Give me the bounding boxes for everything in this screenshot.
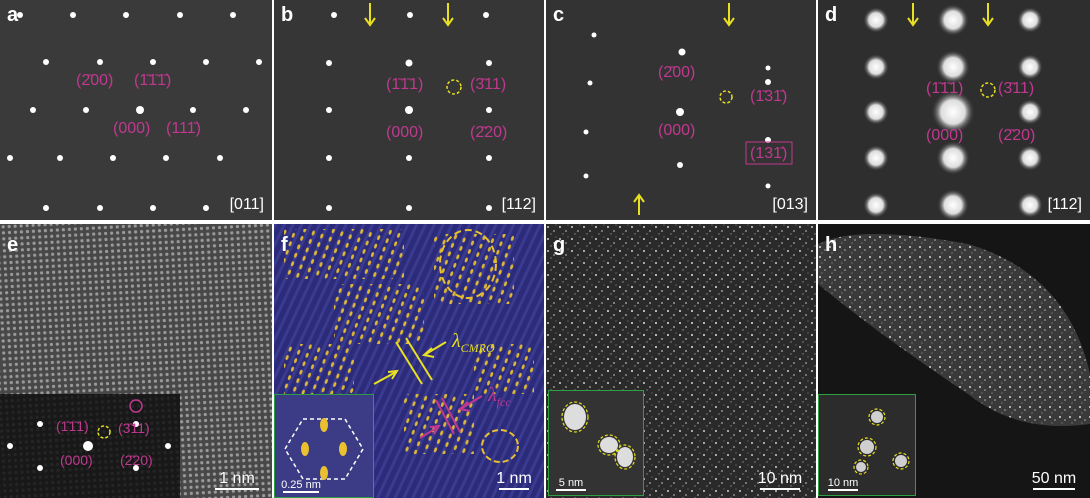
diffraction-pattern-d <box>863 3 1043 220</box>
index-label: (1̄31̄) <box>750 88 788 105</box>
dark-field-image-h <box>818 234 1090 426</box>
inset-nanoparticles <box>853 408 910 475</box>
cmro-region-marker <box>439 229 497 299</box>
index-label: (1̄1̄1̄) <box>134 72 172 89</box>
highlight-circle <box>129 399 143 413</box>
diffraction-pattern-a <box>7 12 262 211</box>
panel-b: b (1̄1̄1) (3̄11) (000) (2̄20) [112] <box>274 0 544 220</box>
index-label: (000) <box>386 124 424 141</box>
panel-f: f λCMRO λfcc 0.25 nm 1 nm <box>274 224 544 498</box>
panel-label: h <box>825 234 838 256</box>
lambda-cmro-subscript: CMRO <box>460 341 495 355</box>
lambda-cmro-label: λCMRO <box>452 330 495 355</box>
scale-bar: 10 nm <box>750 470 810 490</box>
scale-bar-label: 1 nm <box>496 470 532 487</box>
diffraction-pattern-b <box>326 3 492 211</box>
index-label: (2̄00) <box>658 64 696 81</box>
superlattice-spot-marker <box>446 79 462 95</box>
index-label: (2̄00) <box>76 72 114 89</box>
inset-scale-label: 10 nm <box>827 477 859 489</box>
index-label: (2̄20) <box>998 127 1036 144</box>
panel-g: g 5 nm 10 nm <box>546 224 816 498</box>
scale-bar-label: 1 nm <box>219 470 255 487</box>
zone-axis: [013] <box>772 196 808 213</box>
arrow-icon <box>907 3 994 27</box>
arrow-icon <box>419 395 483 439</box>
zone-axis: [112] <box>1047 196 1082 213</box>
scale-bar: 1 nm <box>212 470 262 490</box>
panel-label: d <box>825 4 838 26</box>
panel-label: c <box>553 4 565 26</box>
superlattice-spot-marker <box>719 90 733 104</box>
scale-bar: 1 nm <box>492 470 536 490</box>
index-label: (1̄1̄1) <box>926 80 964 97</box>
inset-scale-bar: 5 nm <box>553 477 589 491</box>
panel-label: b <box>281 4 294 26</box>
index-label: (1̄1̄1) <box>56 418 89 434</box>
panel-a: a (2̄00) (1̄1̄1̄) (000) (111̄) [011] <box>0 0 272 220</box>
arrow-icon <box>633 3 735 215</box>
index-label: (000) <box>113 120 151 137</box>
superlattice-spot-marker <box>97 425 111 439</box>
inset-nanoparticles <box>561 401 636 470</box>
index-label: (3̄11) <box>998 80 1035 97</box>
inset-scale-label: 5 nm <box>558 477 584 489</box>
inset-scale-bar: 0.25 nm <box>279 479 323 493</box>
panel-label: f <box>281 234 288 256</box>
scale-bar: 50 nm <box>1024 470 1084 490</box>
panel-e: e (1̄1̄1) (3̄11) (000) (2̄20) 1 nm <box>0 224 272 498</box>
inset-h: 10 nm <box>818 394 916 496</box>
diffraction-pattern-c <box>583 3 793 215</box>
inset-g: 5 nm <box>548 390 644 496</box>
spacing-marker-fcc <box>435 397 461 435</box>
hrtem-lattice-image <box>0 224 272 498</box>
index-label: (2̄20) <box>120 452 153 468</box>
arrow-icon <box>373 341 447 385</box>
panel-h: h 10 nm 50 nm <box>818 224 1090 498</box>
lambda-fcc-subscript: fcc <box>496 395 511 409</box>
scale-bar-label: 10 nm <box>757 470 803 487</box>
index-label: (2̄20) <box>470 124 508 141</box>
spacing-marker-cmro <box>395 337 433 385</box>
highlight-box <box>745 141 793 165</box>
scale-bar-label: 50 nm <box>1031 470 1077 487</box>
inset-f: 0.25 nm <box>274 394 374 498</box>
cmro-region-marker <box>481 429 519 463</box>
lambda-fcc-label: λfcc <box>488 384 511 409</box>
panel-d: d (1̄1̄1) (3̄11) (000) (2̄20) [112] <box>818 0 1090 220</box>
panel-label: e <box>7 234 19 256</box>
zone-axis: [112] <box>501 196 536 213</box>
superlattice-spot-marker <box>980 82 996 98</box>
index-label: (000) <box>926 127 964 144</box>
index-label: (3̄11) <box>118 420 150 436</box>
panel-label: a <box>7 4 19 26</box>
index-label: (000) <box>658 122 696 139</box>
index-label: (1̄1̄1) <box>386 76 424 93</box>
panel-c: c (2̄00) (1̄31̄) (000) (131̄) [013] <box>546 0 816 220</box>
zone-axis: [011] <box>229 196 264 213</box>
index-label: (131̄) <box>750 145 788 162</box>
index-label: (000) <box>60 452 93 468</box>
inset-scale-label: 0.25 nm <box>281 479 321 491</box>
index-label: (111̄) <box>166 120 201 137</box>
panel-label: g <box>553 234 566 256</box>
arrow-icon <box>364 3 454 27</box>
inset-unit-cell <box>284 418 364 480</box>
index-label: (3̄11) <box>470 76 507 93</box>
inset-scale-bar: 10 nm <box>823 477 863 491</box>
